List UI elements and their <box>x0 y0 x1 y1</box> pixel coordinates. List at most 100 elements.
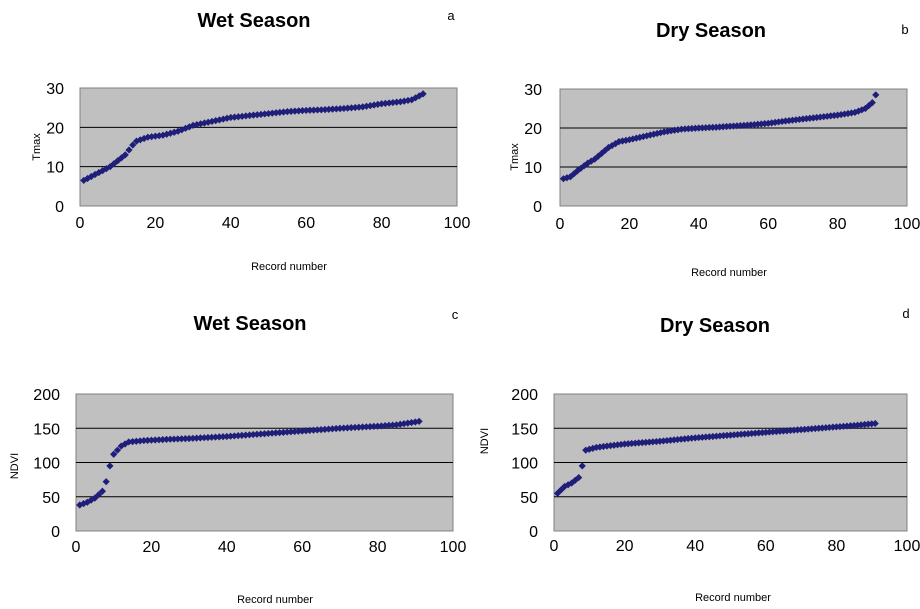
panel-d: Dry Season d Record number NDVI <box>479 306 910 604</box>
data-point <box>809 114 817 122</box>
y-tick-label: 100 <box>511 456 538 473</box>
x-tick-label: 80 <box>828 538 846 555</box>
x-tick-label: 20 <box>616 538 634 555</box>
data-point <box>370 422 378 431</box>
data-point <box>747 121 755 129</box>
data-point <box>631 439 639 447</box>
data-point <box>712 432 720 440</box>
data-point <box>415 417 423 425</box>
data-point <box>804 425 812 433</box>
data-point <box>351 103 359 112</box>
data-point <box>839 422 848 430</box>
data-point <box>242 431 250 439</box>
x-tick-label: 20 <box>143 539 161 556</box>
data-point <box>788 116 797 124</box>
x-tick-label: 40 <box>222 215 240 232</box>
data-point <box>843 422 851 430</box>
x-tick-label: 40 <box>218 539 236 556</box>
x-tick-label: 0 <box>550 538 559 555</box>
data-point <box>389 98 397 107</box>
data-point <box>185 434 193 443</box>
data-point <box>808 425 816 433</box>
data-point <box>674 126 682 134</box>
data-point <box>411 94 420 102</box>
panel-b-ylabel: Tmax <box>509 143 521 171</box>
data-point <box>723 431 731 439</box>
data-point <box>351 423 359 432</box>
data-point <box>332 105 340 113</box>
panel-a: Wet Season a Record number Tmax <box>31 8 455 273</box>
data-point <box>564 481 572 489</box>
x-tick-label: 20 <box>621 216 639 233</box>
data-point <box>834 111 842 119</box>
data-point <box>816 113 824 121</box>
x-tick-label: 100 <box>894 216 920 233</box>
x-tick-label: 100 <box>444 215 471 232</box>
data-point <box>197 120 205 128</box>
x-tick-label: 0 <box>556 216 565 233</box>
data-point <box>125 146 133 154</box>
data-point <box>702 124 710 132</box>
data-point <box>755 429 763 437</box>
data-point <box>825 423 833 432</box>
data-point <box>691 434 699 442</box>
y-tick-label: 30 <box>524 82 542 99</box>
y-tick-label: 200 <box>511 387 538 404</box>
x-tick-label: 40 <box>690 216 708 233</box>
data-point <box>204 118 212 126</box>
data-point <box>628 439 636 448</box>
data-point <box>716 432 724 440</box>
panel-c-ylabel: NDVI <box>9 453 21 479</box>
data-point <box>775 118 783 126</box>
y-tick-label: 0 <box>51 524 60 541</box>
panel-a-plot: 0 10 20 30 0 20 40 60 80 100 <box>46 81 470 232</box>
data-point <box>396 420 404 428</box>
data-point <box>125 438 133 446</box>
y-tick-label: 20 <box>46 120 64 137</box>
data-point <box>79 500 88 508</box>
data-point <box>772 427 780 436</box>
data-point <box>557 486 565 494</box>
data-point <box>820 113 828 121</box>
data-point <box>219 433 227 441</box>
data-point <box>302 106 310 115</box>
y-tick-label: 10 <box>524 160 542 177</box>
panel-a-xlabel: Record number <box>251 261 327 273</box>
data-point <box>381 422 389 430</box>
data-point <box>575 473 583 482</box>
data-point <box>317 106 325 114</box>
x-tick-label: 0 <box>76 215 85 232</box>
data-point <box>366 102 374 110</box>
data-point <box>309 426 318 434</box>
data-point <box>853 421 862 429</box>
y-tick-label: 150 <box>33 421 60 438</box>
panel-d-ylabel: NDVI <box>479 428 491 454</box>
data-point <box>768 119 776 127</box>
data-point <box>193 434 201 442</box>
panel-c-letter: c <box>452 307 459 322</box>
data-point <box>110 450 118 458</box>
data-point <box>553 489 562 497</box>
y-tick-label: 30 <box>46 81 64 98</box>
data-point <box>719 432 728 440</box>
data-point <box>871 419 879 428</box>
data-point <box>566 173 575 181</box>
data-point <box>653 129 661 138</box>
data-point <box>850 421 858 430</box>
data-point <box>310 106 318 114</box>
data-point <box>253 430 261 438</box>
panel-b: Dry Season b Record number Tmax <box>509 20 909 279</box>
data-point <box>106 462 114 470</box>
data-point <box>257 430 265 438</box>
data-point <box>740 121 748 129</box>
y-tick-label: 200 <box>33 387 60 404</box>
x-tick-label: 100 <box>894 538 920 555</box>
data-point <box>769 428 777 436</box>
data-point <box>415 92 423 100</box>
data-point <box>295 107 303 115</box>
data-point <box>806 114 814 122</box>
data-point <box>170 435 178 443</box>
data-point <box>695 433 703 442</box>
data-point <box>177 435 186 443</box>
